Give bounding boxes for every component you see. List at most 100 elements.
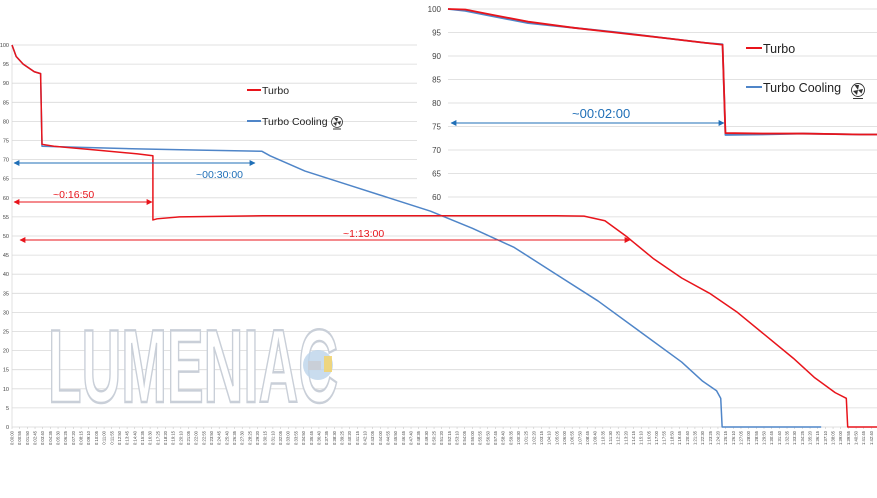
main-x-tick-label: 0:28:25 [247, 430, 252, 445]
main-y-tick-label: 5 [6, 406, 9, 412]
main-x-tick-label: 0:00:55 [17, 430, 22, 445]
inset-legend-label-turbo-cooling: Turbo Cooling [763, 81, 841, 95]
main-x-tick-labels: 0:00:00 0:00:55 0:01:50 0:02:45 0:03:40 0:04:… [10, 427, 874, 445]
main-y-tick-label: 65 [3, 177, 9, 183]
main-x-tick-label: 0:11:55 [109, 430, 114, 444]
main-x-tick-label: 1:30:45 [769, 430, 774, 445]
main-x-tick-label: 0:41:15 [355, 430, 360, 445]
fan-icon [331, 116, 343, 130]
main-x-tick-label: 0:40:20 [347, 430, 352, 445]
main-x-tick-label: 0:48:35 [416, 430, 421, 445]
main-legend: Turbo Turbo Cooling [247, 85, 343, 130]
inset-series-turbo [447, 8, 877, 136]
main-x-tick-label: 0:26:35 [232, 430, 237, 445]
main-x-tick-label: 1:21:35 [692, 430, 697, 445]
main-x-tick-label: 1:06:55 [570, 430, 575, 445]
main-x-tick-label: 1:12:25 [616, 430, 621, 445]
main-x-tick-label: 0:24:45 [217, 430, 222, 445]
main-x-tick-label: 0:14:40 [132, 430, 137, 445]
inset-y-tick-label: 65 [432, 170, 441, 179]
main-series [11, 44, 877, 428]
main-x-tick-label: 1:02:20 [531, 430, 536, 445]
main-x-tick-label: 0:18:20 [163, 430, 168, 445]
main-x-tick-label: 1:23:25 [708, 430, 713, 445]
main-x-tick-label: 0:55:00 [470, 430, 475, 445]
main-x-tick-label: 1:07:50 [577, 430, 582, 445]
main-y-tick-label: 25 [3, 330, 9, 336]
main-x-tick-label: 1:22:30 [700, 430, 705, 445]
main-y-tick-label: 70 [3, 158, 9, 164]
main-x-tick-label: 0:34:50 [301, 430, 306, 445]
main-y-tick-label: 35 [3, 291, 9, 297]
main-y-tick-label: 10 [3, 387, 9, 393]
main-y-tick-label: 20 [3, 349, 9, 355]
main-x-tick-label: 0:03:40 [40, 430, 45, 445]
main-x-tick-label: 1:06:00 [562, 430, 567, 445]
main-y-tick-label: 50 [3, 234, 9, 240]
main-x-tick-label: 1:41:45 [861, 430, 866, 445]
main-x-tick-label: 1:03:15 [539, 430, 544, 445]
main-x-tick-label: 0:11:00 [102, 430, 107, 444]
main-x-tick-label: 1:24:20 [715, 430, 720, 445]
main-x-tick-label: 0:36:40 [316, 430, 321, 445]
main-x-tick-label: 0:57:45 [493, 430, 498, 445]
watermark-logo-box [308, 361, 321, 370]
main-x-tick-label: 0:06:25 [63, 430, 68, 445]
inset-annotation-label-02-00: ~00:02:00 [572, 106, 630, 121]
main-x-tick-label: 0:49:30 [424, 430, 429, 445]
main-x-tick-label: 1:19:45 [677, 430, 682, 445]
watermark-text: LUMENIAC [48, 309, 338, 425]
main-x-tick-label: 0:52:15 [447, 430, 452, 445]
main-x-tick-label: 0:31:10 [270, 430, 275, 445]
main-y-tick-label: 15 [3, 368, 9, 374]
main-x-tick-label: 0:30:15 [263, 430, 268, 445]
main-x-tick-label: 1:17:00 [654, 430, 659, 445]
main-x-tick-label: 0:23:50 [209, 430, 214, 445]
main-x-tick-label: 0:16:30 [148, 430, 153, 445]
watermark: LUMENIAC [47, 308, 340, 427]
main-y-tick-label: 80 [3, 119, 9, 125]
main-y-tick-label: 60 [3, 196, 9, 202]
main-y-tick-label: 90 [3, 81, 9, 87]
main-x-tick-label: 1:28:00 [746, 430, 751, 445]
main-x-tick-label: 0:02:45 [33, 430, 38, 445]
inset-y-tick-label: 80 [432, 99, 441, 108]
main-x-tick-label: 1:35:20 [808, 430, 813, 445]
inset-series [447, 8, 877, 136]
inset-chart: 60 65 70 75 80 85 90 95 100 ~00:02:00 Turbo Turb… [417, 0, 877, 206]
main-x-tick-label: 1:01:25 [524, 430, 529, 445]
main-x-tick-label: 1:25:15 [723, 430, 728, 445]
main-y-tick-label: 95 [3, 62, 9, 68]
main-x-tick-label: 0:00:00 [10, 430, 15, 445]
main-x-tick-label: 0:55:55 [478, 430, 483, 445]
main-x-tick-label: 1:16:05 [646, 430, 651, 445]
main-x-tick-label: 0:37:35 [324, 430, 329, 445]
main-x-tick-label: 0:29:20 [255, 430, 260, 445]
main-x-tick-label: 1:36:15 [815, 430, 820, 445]
main-x-tick-label: 0:43:05 [370, 430, 375, 445]
main-x-tick-label: 0:25:40 [224, 430, 229, 445]
main-x-tick-label: 0:22:00 [194, 430, 199, 445]
main-x-tick-label: 1:00:30 [516, 430, 521, 445]
main-x-tick-label: 0:42:10 [362, 430, 367, 445]
main-x-tick-label: 1:29:50 [761, 430, 766, 445]
main-x-tick-label: 1:37:10 [823, 430, 828, 445]
main-x-tick-label: 0:56:50 [485, 430, 490, 445]
main-x-tick-label: 1:20:40 [685, 430, 690, 445]
main-x-tick-label: 1:08:45 [585, 430, 590, 445]
main-x-tick-label: 1:10:35 [600, 430, 605, 445]
main-x-tick-label: 1:27:05 [738, 430, 743, 445]
main-x-tick-label: 0:22:55 [201, 430, 206, 445]
main-y-tick-label: 75 [3, 139, 9, 145]
main-x-tick-label: 0:47:40 [409, 430, 414, 445]
main-x-tick-label: 0:07:20 [71, 430, 76, 445]
main-x-tick-label: 1:34:25 [800, 430, 805, 445]
main-y-tick-label: 40 [3, 272, 9, 278]
main-y-tick-label: 0 [6, 425, 9, 431]
main-x-tick-label: 1:17:55 [662, 430, 667, 445]
main-annotations: ~0:16:50 ~00:30:00 ~1:13:00 [13, 160, 631, 243]
watermark-logo-accent [324, 356, 332, 372]
main-x-tick-label: 0:04:35 [48, 430, 53, 445]
